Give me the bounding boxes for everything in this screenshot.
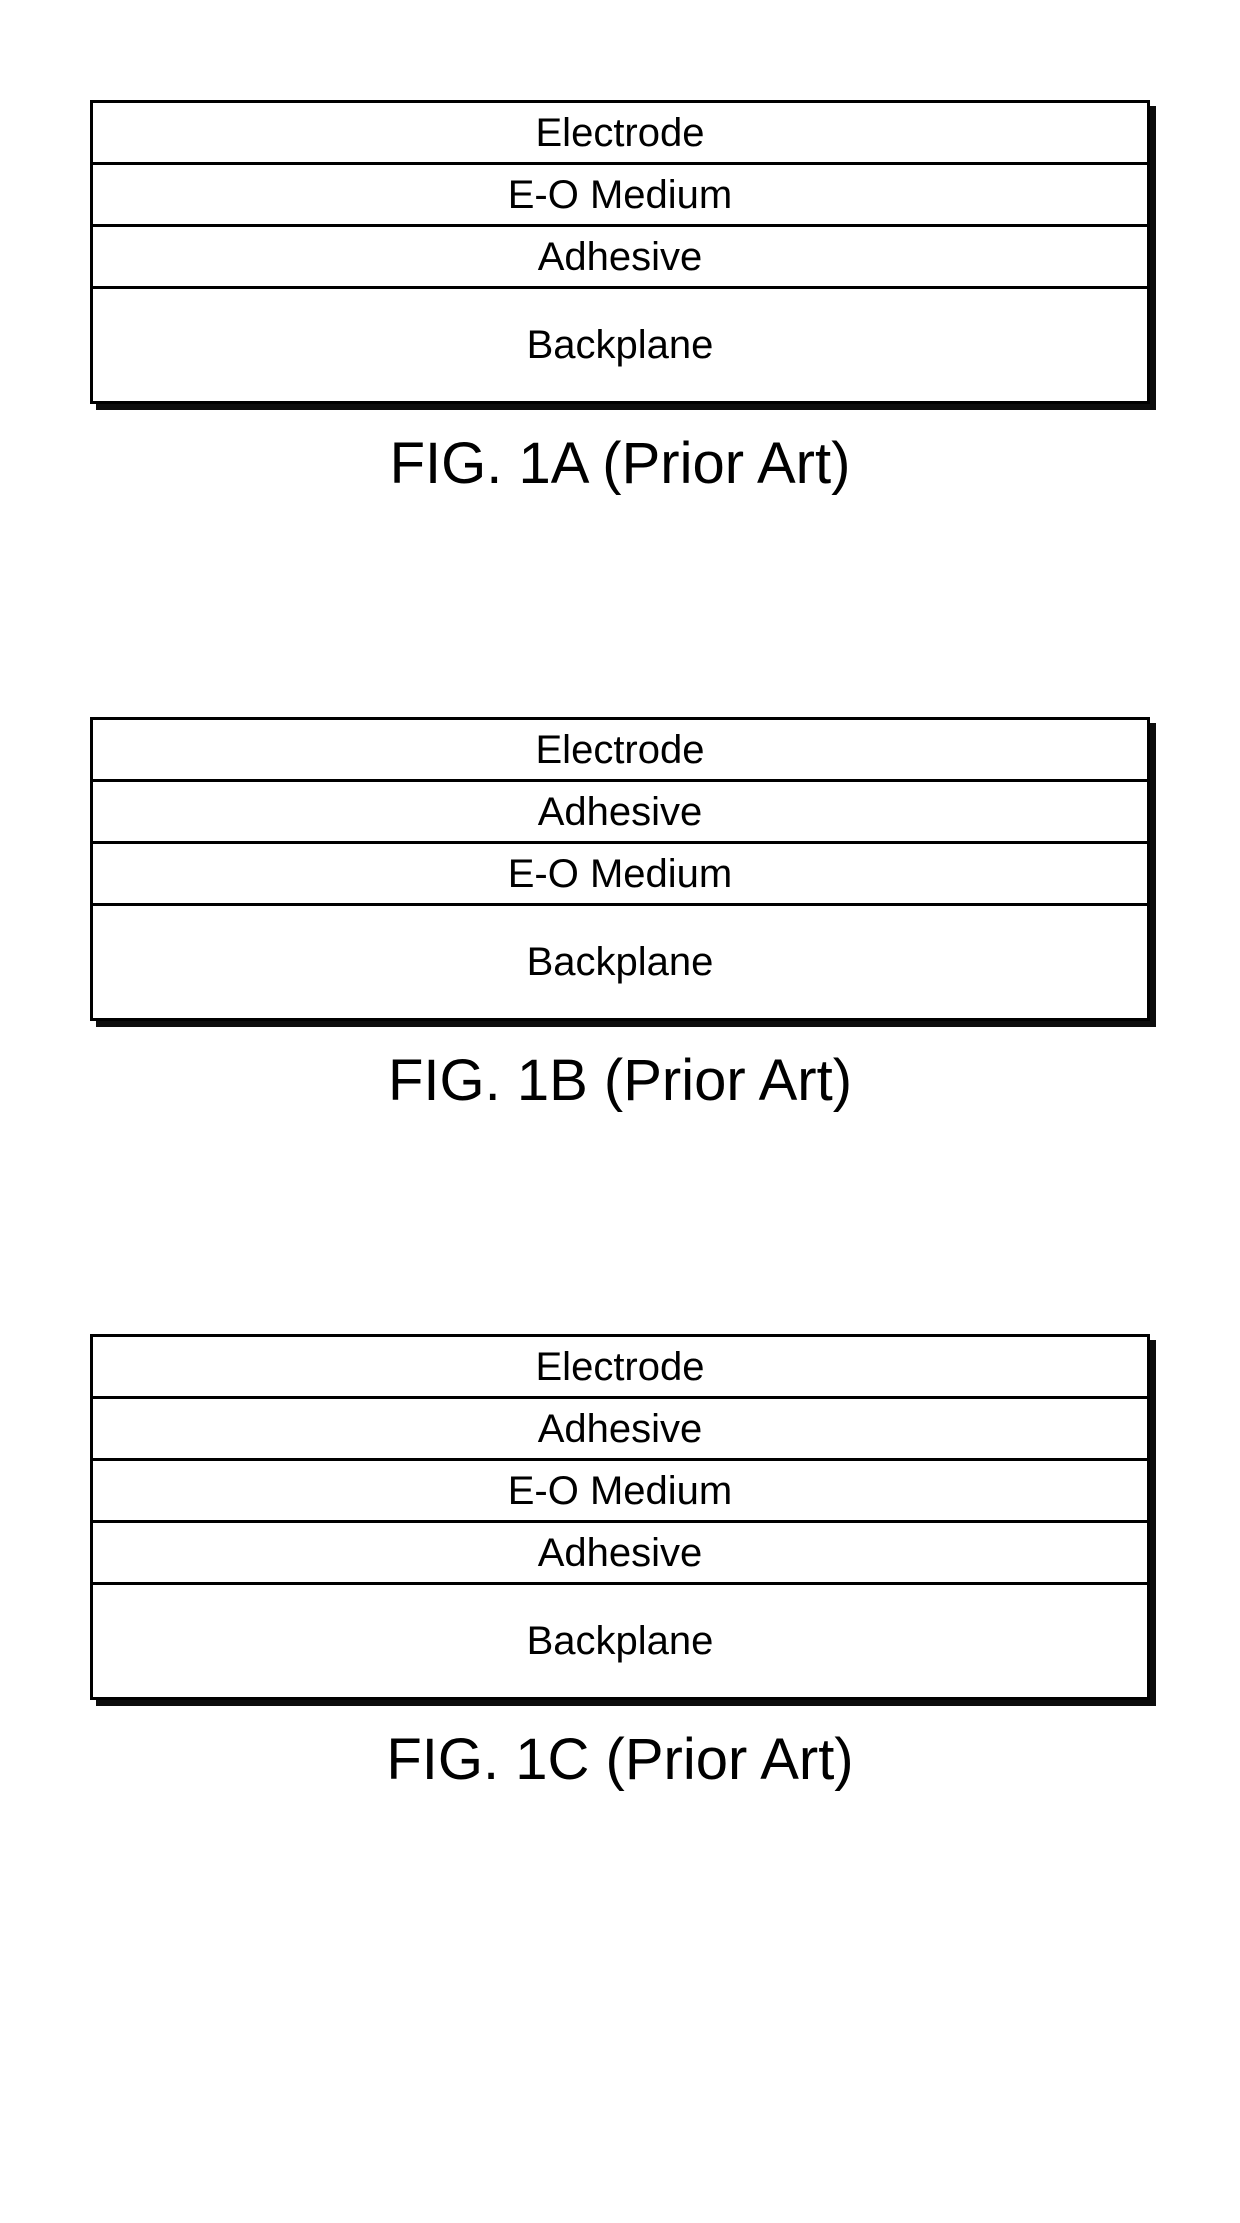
layer: Adhesive: [93, 227, 1147, 289]
layer: Electrode: [93, 1337, 1147, 1399]
layer: Backplane: [93, 289, 1147, 401]
layer: Adhesive: [93, 1399, 1147, 1461]
layer: E-O Medium: [93, 1461, 1147, 1523]
layer: Adhesive: [93, 1523, 1147, 1585]
layer: Adhesive: [93, 782, 1147, 844]
layer-stack: ElectrodeAdhesiveE-O MediumBackplane: [90, 717, 1150, 1021]
figure-caption: FIG. 1B (Prior Art): [90, 1047, 1150, 1114]
layer-stack: ElectrodeE-O MediumAdhesiveBackplane: [90, 100, 1150, 404]
layer: Backplane: [93, 906, 1147, 1018]
layer: E-O Medium: [93, 844, 1147, 906]
layer-stack: ElectrodeAdhesiveE-O MediumAdhesiveBackp…: [90, 1334, 1150, 1700]
layer: Electrode: [93, 103, 1147, 165]
figure-block: ElectrodeAdhesiveE-O MediumBackplane FIG.…: [90, 717, 1150, 1114]
page: ElectrodeE-O MediumAdhesiveBackplaneFIG.…: [0, 0, 1240, 1913]
layer: Backplane: [93, 1585, 1147, 1697]
figure-caption: FIG. 1C (Prior Art): [90, 1726, 1150, 1793]
figure-block: ElectrodeAdhesiveE-O MediumAdhesiveBackp…: [90, 1334, 1150, 1793]
figure-caption: FIG. 1A (Prior Art): [90, 430, 1150, 497]
layer: Electrode: [93, 720, 1147, 782]
figure-block: ElectrodeE-O MediumAdhesiveBackplane FIG.…: [90, 100, 1150, 497]
layer: E-O Medium: [93, 165, 1147, 227]
